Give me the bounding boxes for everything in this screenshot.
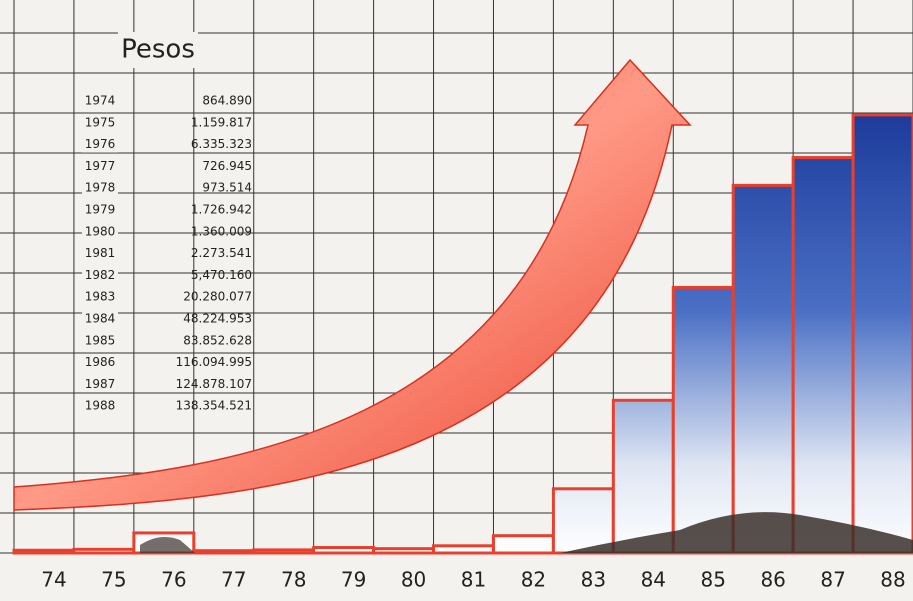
table-year: 1986 xyxy=(85,355,116,369)
table-value: 5,470.160 xyxy=(191,268,252,282)
table-value: 1.726.942 xyxy=(191,203,252,217)
table-value: 6.335.323 xyxy=(191,137,252,151)
table-row-bg xyxy=(82,93,118,109)
bar xyxy=(312,546,376,555)
table-row-bg xyxy=(82,202,118,218)
table-row-bg xyxy=(82,223,118,240)
table-row-bg xyxy=(82,245,118,262)
table-year: 1980 xyxy=(85,224,116,238)
bar xyxy=(551,487,615,555)
table-value: 864.890 xyxy=(202,94,252,108)
table-row-bg xyxy=(82,136,118,153)
x-tick-label: 86 xyxy=(760,568,785,592)
table-row-bg xyxy=(82,311,118,327)
x-tick-label: 83 xyxy=(581,568,606,592)
x-tick-label: 84 xyxy=(641,568,666,592)
x-tick-label: 81 xyxy=(461,568,486,592)
table-year: 1979 xyxy=(85,203,116,217)
table-row-bg xyxy=(82,398,118,415)
bar xyxy=(611,398,675,555)
table-row-bg xyxy=(82,158,118,175)
bar xyxy=(432,544,495,555)
table-value: 124.878.107 xyxy=(176,377,252,391)
table-year: 1975 xyxy=(85,115,116,129)
x-tick-label: 87 xyxy=(820,568,845,592)
table-year: 1981 xyxy=(85,246,116,260)
table-year: 1978 xyxy=(85,181,116,195)
table-year: 1985 xyxy=(85,333,116,347)
table-year: 1974 xyxy=(85,94,116,108)
x-tick-label: 80 xyxy=(401,568,426,592)
x-tick-label: 79 xyxy=(341,568,366,592)
table-value: 116.094.995 xyxy=(176,355,252,369)
x-tick-label: 88 xyxy=(880,568,905,592)
table-value: 726.945 xyxy=(202,159,252,173)
x-tick-label: 76 xyxy=(161,568,186,592)
table-year: 1976 xyxy=(85,137,116,151)
growth-arrow xyxy=(13,58,692,511)
bar xyxy=(491,534,555,555)
mountain xyxy=(140,536,195,553)
bar xyxy=(671,285,735,555)
x-tick-label: 74 xyxy=(41,568,66,592)
table-row-bg xyxy=(82,376,118,393)
table-year: 1983 xyxy=(85,290,116,304)
bars xyxy=(12,113,913,555)
bar xyxy=(252,548,316,555)
table-value: 2.273.541 xyxy=(191,246,252,260)
table-value: 1.159.817 xyxy=(191,115,252,129)
x-tick-label: 78 xyxy=(281,568,306,592)
table-value: 83.852.628 xyxy=(183,333,252,347)
table-row-bg xyxy=(82,180,118,197)
table-year: 1987 xyxy=(85,377,116,391)
title-bg xyxy=(118,32,198,68)
bar xyxy=(851,113,913,555)
x-tick-label: 82 xyxy=(521,568,546,592)
table-year: 1982 xyxy=(85,268,116,282)
bar xyxy=(192,549,256,555)
bar xyxy=(791,156,855,555)
table-year: 1984 xyxy=(85,312,116,326)
bar xyxy=(72,547,136,555)
table-value: 973.514 xyxy=(202,181,252,195)
x-tick-label: 77 xyxy=(221,568,246,592)
bar xyxy=(731,183,795,555)
table-year: 1988 xyxy=(85,399,116,413)
table-year: 1977 xyxy=(85,159,116,173)
table-row-bg xyxy=(82,354,118,371)
table-row-bg xyxy=(82,114,118,131)
bar xyxy=(372,547,436,555)
mountain xyxy=(560,512,913,553)
chart-title: Pesos xyxy=(121,35,195,65)
x-tick-label: 75 xyxy=(101,568,126,592)
table-row-bg xyxy=(82,289,118,306)
table-value: 138.354.521 xyxy=(176,399,252,413)
x-tick-label: 85 xyxy=(701,568,726,592)
table-row-bg xyxy=(82,332,118,349)
table-value: 1.360.009 xyxy=(191,224,252,238)
bar xyxy=(12,548,76,555)
table-value: 48.224.953 xyxy=(183,312,252,326)
table-value: 20.280.077 xyxy=(183,290,252,304)
table-row-bg xyxy=(82,267,118,284)
